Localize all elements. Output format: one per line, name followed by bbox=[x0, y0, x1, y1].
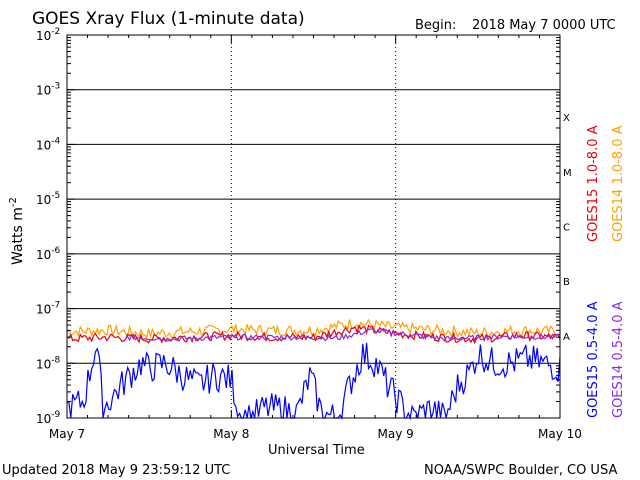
flare-class-label: C bbox=[563, 223, 570, 234]
y-tick-exponent: -5 bbox=[51, 191, 60, 201]
y-tick-exponent: -8 bbox=[51, 355, 60, 365]
series-line-goes15-1-0-8-0-a bbox=[66, 324, 561, 345]
y-tick-label: 10-9 bbox=[36, 410, 61, 426]
y-tick-label: 10-2 bbox=[36, 27, 60, 43]
y-tick-label: 10-4 bbox=[36, 136, 61, 152]
y-tick-label: 10-8 bbox=[36, 355, 61, 371]
credit-text: NOAA/SWPC Boulder, CO USA bbox=[424, 463, 617, 478]
y-axis-label: Watts m-2 bbox=[8, 197, 26, 265]
chart-title: GOES Xray Flux (1-minute data) bbox=[32, 9, 305, 29]
y-tick-exponent: -2 bbox=[51, 27, 60, 37]
series-layer bbox=[66, 318, 561, 421]
legend-entry-short: GOES15 0.5-4.0 A bbox=[586, 301, 601, 418]
begin-label: Begin: bbox=[415, 18, 456, 33]
flare-class-label: X bbox=[563, 113, 570, 124]
plot-frame bbox=[66, 34, 561, 419]
y-tick-label: 10-7 bbox=[36, 301, 60, 317]
legend-entry-long: GOES15 1.0-8.0 A bbox=[586, 125, 601, 242]
legend-entry-long: GOES14 1.0-8.0 A bbox=[611, 125, 626, 242]
y-tick-base: 10 bbox=[36, 248, 51, 262]
y-tick-label: 10-6 bbox=[36, 246, 61, 262]
y-tick-base: 10 bbox=[36, 84, 51, 98]
y-tick-label: 10-5 bbox=[36, 191, 60, 207]
flare-class-label: B bbox=[563, 277, 570, 288]
flare-class-label: M bbox=[563, 168, 572, 179]
y-axis-label-text: Watts m bbox=[10, 207, 26, 265]
y-tick-base: 10 bbox=[36, 138, 51, 152]
x-tick-label: May 7 bbox=[49, 427, 85, 441]
flare-class-label: A bbox=[563, 332, 570, 343]
y-tick-base: 10 bbox=[36, 193, 51, 207]
y-tick-base: 10 bbox=[36, 357, 51, 371]
legend-layer: GOES15 1.0-8.0 A GOES14 1.0-8.0 A GOES15 0… bbox=[586, 125, 626, 418]
y-tick-label: 10-3 bbox=[36, 82, 60, 98]
begin-value: 2018 May 7 0000 UTC bbox=[472, 18, 616, 33]
series-line-goes15-0-5-4-0-a bbox=[66, 342, 561, 421]
legend-entry-short: GOES14 0.5-4.0 A bbox=[611, 301, 626, 418]
x-axis-label: Universal Time bbox=[268, 443, 365, 458]
x-tick-label: May 8 bbox=[213, 427, 249, 441]
y-tick-base: 10 bbox=[36, 29, 51, 43]
y-tick-exponent: -6 bbox=[51, 246, 60, 256]
y-tick-exponent: -3 bbox=[51, 82, 60, 92]
y-axis-label-sup: -2 bbox=[8, 197, 19, 207]
updated-text: Updated 2018 May 9 23:59:12 UTC bbox=[2, 463, 230, 478]
y-tick-base: 10 bbox=[36, 303, 51, 317]
y-tick-base: 10 bbox=[36, 412, 51, 426]
series-line-goes14-0-5-4-0-a bbox=[125, 328, 561, 343]
y-tick-exponent: -7 bbox=[51, 301, 60, 311]
y-tick-exponent: -9 bbox=[51, 410, 60, 420]
x-tick-label: May 9 bbox=[378, 427, 414, 441]
y-tick-exponent: -4 bbox=[51, 136, 60, 146]
grid-layer bbox=[67, 35, 560, 418]
x-tick-label: May 10 bbox=[538, 427, 582, 441]
